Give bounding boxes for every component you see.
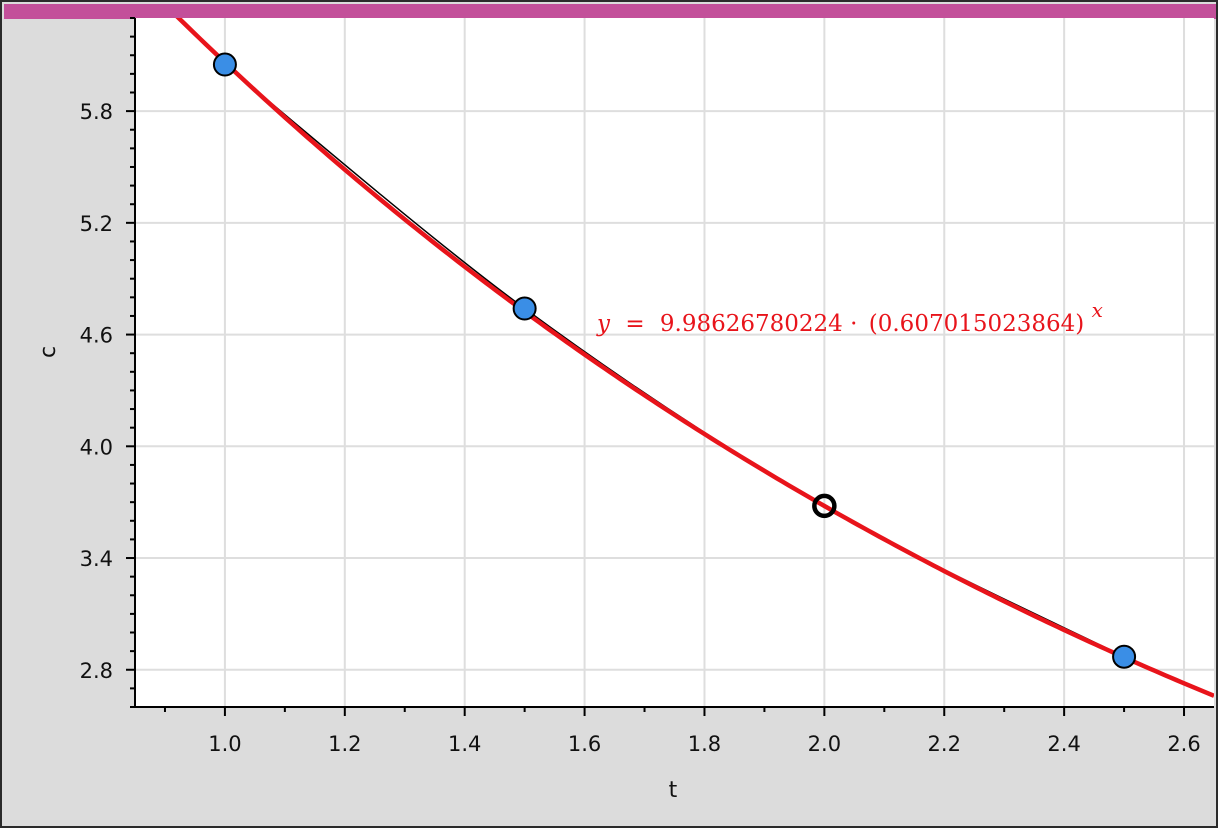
x-tick-label: 2.6 (1167, 732, 1200, 756)
x-tick-label: 1.0 (208, 732, 241, 756)
regression-equation[interactable]: y = 9.98626780224 · (0.607015023864) x (596, 298, 1103, 337)
x-tick-labels: 1.0 1.2 1.4 1.6 1.8 2.0 2.2 2.4 2.6 (208, 732, 1201, 756)
axes (126, 17, 1214, 716)
y-tick-labels: 2.8 3.4 4.0 4.6 5.2 5.8 (80, 100, 113, 683)
data-point-selected (812, 493, 837, 519)
y-tick-label: 3.4 (80, 547, 113, 571)
equation-coefficient: 9.98626780224 (660, 311, 843, 337)
equation-exponent: x (1092, 298, 1103, 322)
x-tick-label: 1.6 (568, 732, 601, 756)
data-point (512, 296, 537, 321)
x-tick-label: 1.4 (448, 732, 481, 756)
y-tick-label: 5.2 (80, 212, 113, 236)
x-tick-label: 2.0 (808, 732, 841, 756)
x-tick-label: 1.2 (328, 732, 361, 756)
equation-equals: = (625, 311, 644, 337)
data-point (1112, 644, 1137, 669)
equation-base: (0.607015023864) (869, 311, 1085, 337)
grid-lines (135, 18, 1214, 707)
equation-multiply: · (850, 311, 857, 337)
regression-curve (175, 18, 1214, 698)
equation-variable: y (596, 311, 611, 337)
y-tick-label: 4.0 (80, 435, 113, 459)
y-tick-label: 5.8 (80, 100, 113, 124)
x-axis-title: t (669, 778, 678, 803)
x-tick-label: 2.4 (1047, 732, 1080, 756)
y-tick-label: 4.6 (80, 324, 113, 348)
y-axis-title: c (36, 346, 61, 358)
plot-area[interactable] (135, 18, 1214, 707)
x-tick-label: 2.2 (928, 732, 961, 756)
y-tick-label: 2.8 (80, 659, 113, 683)
data-point (212, 52, 237, 77)
active-window-bar (4, 4, 1216, 19)
x-tick-label: 1.8 (688, 732, 721, 756)
data-series (175, 18, 1214, 698)
